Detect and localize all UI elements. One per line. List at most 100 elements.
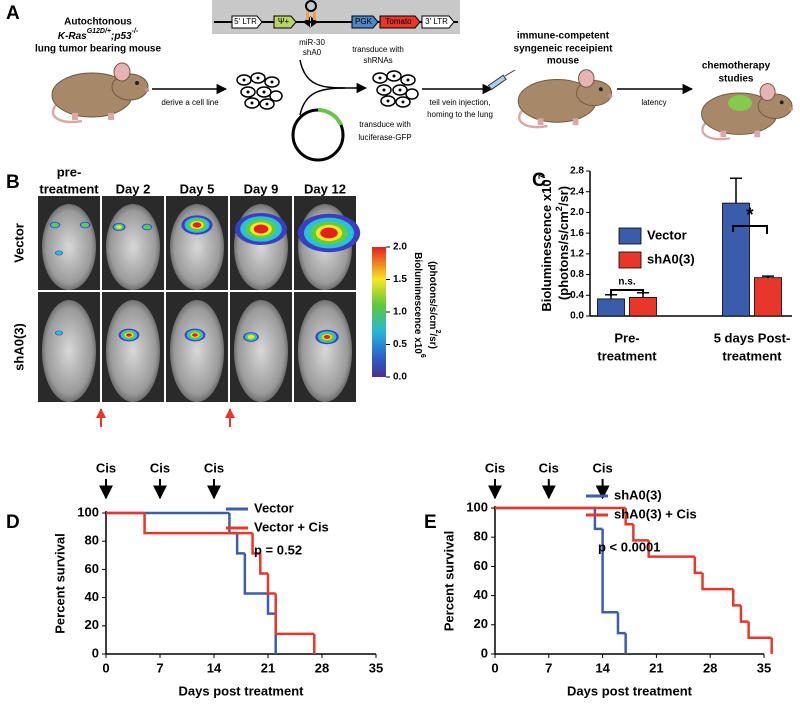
row-label: shA0(3)	[11, 323, 26, 371]
y-tick-label: 0	[481, 645, 488, 660]
signal-blob	[55, 331, 63, 335]
mouse-body	[42, 204, 96, 290]
hairpin-label: shA0	[303, 48, 322, 57]
colorbar-title: Bioluminescence x106	[412, 252, 426, 358]
y-tick-label: 40	[474, 587, 488, 602]
x-tick-label: treatment	[597, 348, 657, 363]
row-label: Vector	[11, 223, 26, 263]
mouse-body	[106, 204, 160, 290]
colorbar-tick-label: 0.5	[393, 339, 407, 350]
vector-element	[421, 15, 455, 29]
mouse-icon	[700, 82, 795, 141]
y-tick-label: 60	[85, 561, 99, 576]
vector-element	[273, 15, 297, 29]
x-tick-label: Pre-	[614, 330, 639, 345]
y-tick-label: 2.0	[570, 207, 584, 218]
mouse-body	[234, 300, 288, 402]
signal-blob	[192, 333, 198, 337]
x-axis-label: Days post treatment	[179, 683, 305, 698]
vector-elements: 5' LTR Ψ+ PGK Tomato 3' LTR	[231, 15, 455, 29]
y-tick-label: 2.4	[570, 186, 584, 197]
legend-label: shA0(3) + Cis	[614, 506, 697, 521]
legend-label: shA0(3)	[647, 251, 695, 266]
text-part: 2	[554, 206, 564, 211]
genotype: K-RasG12D/+;p53-/-	[58, 28, 139, 42]
signal-blob	[143, 225, 151, 229]
column-label: Day 12	[304, 181, 346, 196]
x-tick-label: 7	[156, 660, 163, 675]
x-tick-label: 14	[595, 660, 610, 675]
x-tick-label: 21	[261, 660, 275, 675]
hairpin-loop	[305, 0, 317, 12]
treatment-label: Cis	[485, 460, 505, 475]
treatment-label: Cis	[539, 460, 559, 475]
hairpin-label: miR-30	[299, 38, 325, 47]
x-tick-label: 28	[703, 660, 717, 675]
text-part: K-Ras	[58, 31, 87, 42]
signal-blob	[51, 223, 59, 227]
chemo-text: studies	[718, 74, 753, 85]
y-tick-label: 60	[474, 558, 488, 573]
signal-blob	[116, 225, 122, 229]
y-tick-label: 100	[466, 499, 488, 514]
y-tick-label: 40	[85, 589, 99, 604]
survival-step	[143, 513, 253, 535]
survival-step	[243, 553, 268, 595]
x-tick-label: 0	[491, 660, 498, 675]
survival-step	[266, 593, 276, 615]
x-tick-label: 7	[545, 660, 552, 675]
y-tick-label: 0.8	[570, 269, 584, 280]
bar	[597, 298, 625, 317]
cells-icon	[236, 72, 283, 110]
text-part: 2	[434, 329, 441, 333]
column-label: Day 2	[116, 181, 151, 196]
recipient-text: syngeneic receipient	[514, 44, 614, 55]
mouse-body	[106, 300, 160, 402]
colorbar-tick-label: 2.0	[393, 242, 407, 253]
panel-letter: C	[532, 170, 546, 191]
vector-element-label: Tomato	[385, 17, 412, 26]
annotation: *	[746, 205, 754, 226]
source-text: lung tumor bearing mouse	[35, 44, 162, 55]
step-text: homing to the lung	[427, 110, 493, 119]
recipient-text: immune-competent	[517, 31, 610, 42]
y-tick-label: 100	[77, 504, 99, 519]
error-bar	[762, 275, 774, 278]
legend-label: Vector + Cis	[254, 519, 329, 534]
p-value: p < 0.0001	[598, 539, 661, 554]
x-tick-label: 35	[369, 660, 383, 675]
panel-b: B pre-treatment Day 2 Day 5 Day 9 Day 12 Vect…	[6, 164, 441, 427]
source-text: Autochtonous	[64, 17, 132, 28]
vector-element	[231, 15, 263, 29]
column-label: Day 5	[180, 181, 215, 196]
step-text: shRNAs	[363, 56, 392, 65]
survival-step	[624, 508, 634, 526]
y-axis-label: Bioluminescence x107	[537, 174, 554, 311]
y-tick-label: 20	[85, 617, 99, 632]
x-tick-label: 21	[649, 660, 663, 675]
bar	[754, 277, 782, 317]
column-label: treatment	[39, 181, 99, 196]
survival-step	[616, 612, 626, 635]
signal-blob	[192, 222, 202, 228]
cells-icon	[372, 70, 419, 108]
y-tick-label: 1.2	[570, 248, 584, 259]
column-label: Day 9	[244, 181, 279, 196]
text-part: (photons/s/cm	[556, 211, 571, 300]
colorbar-units: (photons/s/cm2/sr)	[427, 261, 441, 349]
x-tick-label: 28	[315, 660, 329, 675]
tumor-highlight	[728, 95, 752, 111]
x-axis-label: Days post treatment	[567, 683, 693, 698]
text-part: 6	[419, 354, 426, 358]
step-text: teil vein injection,	[430, 98, 491, 107]
y-tick-label: 1.6	[570, 228, 584, 239]
treatment-label: Cis	[96, 460, 116, 475]
legend-label: shA0(3)	[614, 487, 662, 502]
survival-step	[632, 524, 649, 542]
signal-blob	[247, 334, 255, 340]
text-part: Bioluminescence x10	[412, 252, 423, 354]
hairpin-stem	[306, 12, 309, 20]
panel-letter: E	[424, 512, 437, 533]
survival-step	[235, 533, 245, 555]
y-tick-label: 0	[92, 645, 99, 660]
